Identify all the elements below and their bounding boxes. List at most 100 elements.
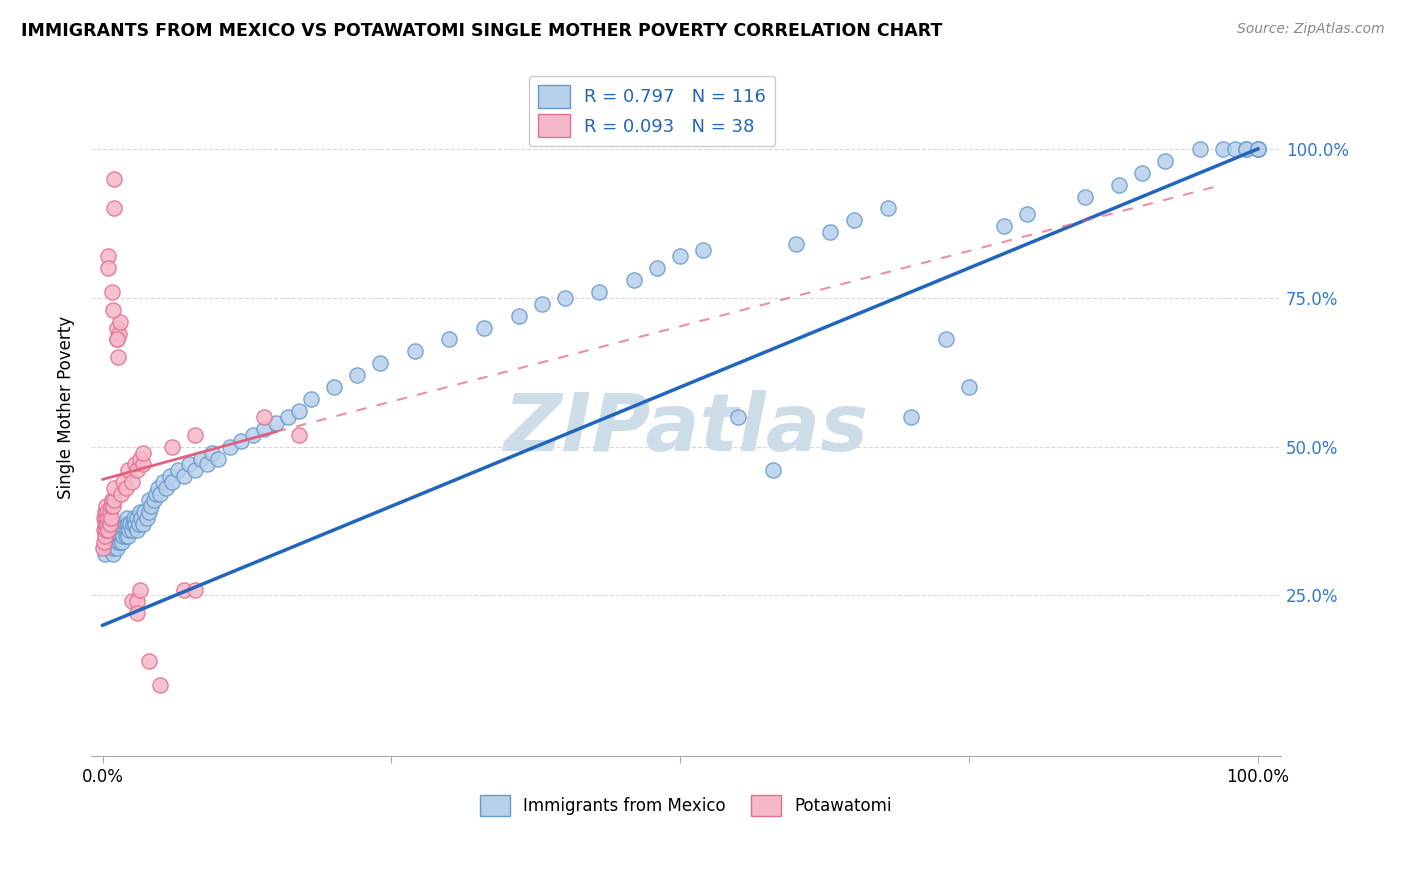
Point bbox=[97, 535, 120, 549]
Point bbox=[114, 516, 136, 531]
Point bbox=[160, 440, 183, 454]
Point bbox=[138, 505, 160, 519]
Point bbox=[98, 541, 121, 555]
Point bbox=[114, 529, 136, 543]
Point bbox=[1223, 142, 1246, 156]
Point bbox=[623, 273, 645, 287]
Point bbox=[957, 380, 980, 394]
Point bbox=[103, 171, 125, 186]
Point bbox=[179, 458, 201, 472]
Text: IMMIGRANTS FROM MEXICO VS POTAWATOMI SINGLE MOTHER POVERTY CORRELATION CHART: IMMIGRANTS FROM MEXICO VS POTAWATOMI SIN… bbox=[21, 22, 942, 40]
Point bbox=[368, 356, 391, 370]
Point bbox=[105, 541, 128, 555]
Point bbox=[820, 225, 842, 239]
Point bbox=[115, 523, 138, 537]
Point bbox=[112, 529, 135, 543]
Point bbox=[141, 499, 163, 513]
Point bbox=[842, 213, 865, 227]
Point bbox=[877, 202, 900, 216]
Point bbox=[132, 458, 155, 472]
Point bbox=[97, 260, 120, 275]
Point bbox=[105, 333, 128, 347]
Point bbox=[231, 434, 253, 448]
Point bbox=[727, 409, 749, 424]
Point bbox=[127, 594, 149, 608]
Point bbox=[554, 291, 576, 305]
Point bbox=[785, 237, 807, 252]
Point bbox=[288, 404, 311, 418]
Point bbox=[120, 516, 142, 531]
Point bbox=[218, 440, 240, 454]
Point bbox=[117, 516, 139, 531]
Point bbox=[124, 516, 146, 531]
Point bbox=[101, 547, 124, 561]
Point bbox=[173, 582, 195, 597]
Point bbox=[93, 535, 115, 549]
Point bbox=[108, 523, 131, 537]
Point bbox=[94, 516, 117, 531]
Point bbox=[1015, 207, 1038, 221]
Point bbox=[184, 582, 207, 597]
Point bbox=[107, 351, 129, 365]
Point bbox=[93, 511, 115, 525]
Point bbox=[1234, 142, 1257, 156]
Point bbox=[184, 427, 207, 442]
Point bbox=[346, 368, 368, 383]
Point bbox=[101, 493, 124, 508]
Point bbox=[900, 409, 922, 424]
Point bbox=[103, 541, 125, 555]
Point bbox=[121, 523, 143, 537]
Point bbox=[166, 463, 188, 477]
Point bbox=[128, 451, 150, 466]
Point bbox=[103, 529, 125, 543]
Point bbox=[253, 422, 276, 436]
Point bbox=[108, 315, 131, 329]
Point bbox=[97, 511, 120, 525]
Point bbox=[404, 344, 426, 359]
Point bbox=[124, 458, 146, 472]
Point bbox=[114, 523, 136, 537]
Point bbox=[107, 523, 129, 537]
Point bbox=[692, 243, 714, 257]
Point bbox=[1154, 153, 1177, 168]
Point bbox=[253, 409, 276, 424]
Point bbox=[101, 285, 124, 299]
Point bbox=[105, 320, 128, 334]
Point bbox=[97, 523, 120, 537]
Point bbox=[1247, 142, 1270, 156]
Point bbox=[108, 529, 131, 543]
Point bbox=[111, 535, 134, 549]
Point bbox=[114, 481, 136, 495]
Point bbox=[96, 499, 118, 513]
Point bbox=[103, 516, 125, 531]
Point bbox=[439, 333, 461, 347]
Point bbox=[138, 654, 160, 668]
Point bbox=[121, 516, 143, 531]
Point bbox=[195, 458, 218, 472]
Point bbox=[588, 285, 610, 299]
Point bbox=[242, 427, 264, 442]
Point bbox=[173, 469, 195, 483]
Point bbox=[110, 487, 132, 501]
Point bbox=[96, 516, 118, 531]
Point bbox=[100, 523, 122, 537]
Point bbox=[472, 320, 495, 334]
Point bbox=[96, 511, 118, 525]
Point bbox=[110, 529, 132, 543]
Point bbox=[105, 529, 128, 543]
Point bbox=[101, 499, 124, 513]
Point bbox=[1130, 166, 1153, 180]
Point bbox=[93, 523, 115, 537]
Point bbox=[132, 516, 155, 531]
Point bbox=[101, 302, 124, 317]
Point bbox=[96, 523, 118, 537]
Point bbox=[1108, 178, 1130, 192]
Point bbox=[129, 511, 152, 525]
Point bbox=[288, 427, 311, 442]
Point bbox=[1189, 142, 1212, 156]
Point bbox=[132, 445, 155, 459]
Point bbox=[101, 529, 124, 543]
Point bbox=[96, 505, 118, 519]
Point bbox=[146, 481, 169, 495]
Point bbox=[669, 249, 692, 263]
